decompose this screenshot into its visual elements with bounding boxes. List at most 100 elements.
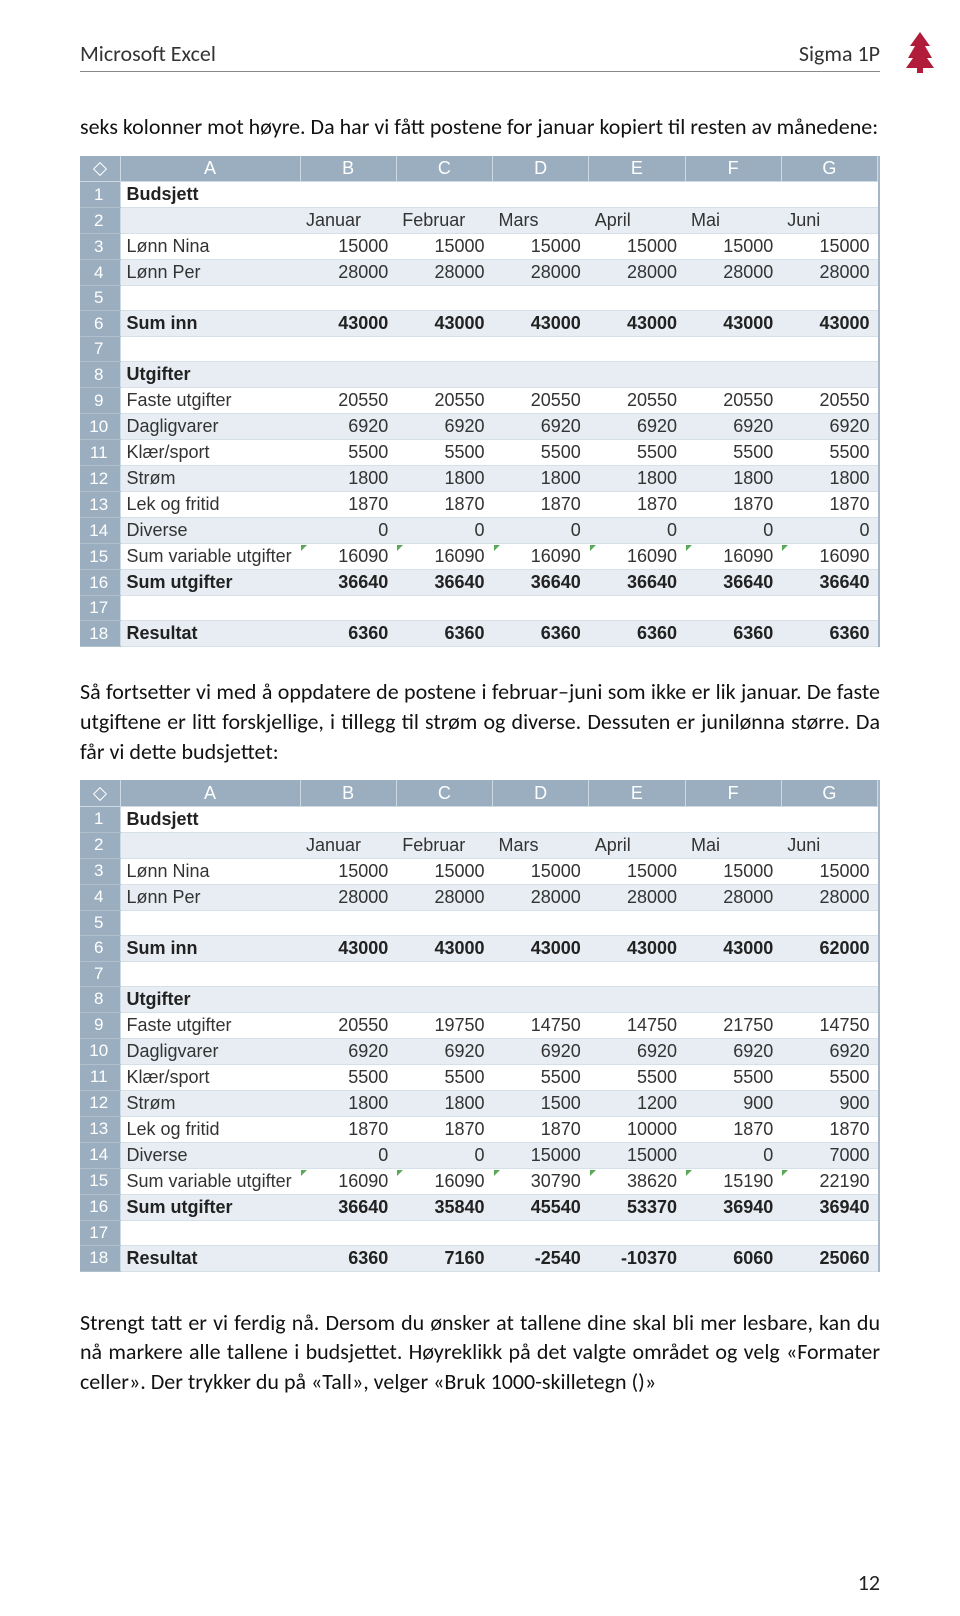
- cell[interactable]: [300, 986, 396, 1012]
- cell[interactable]: 15000: [589, 858, 685, 884]
- cell[interactable]: [685, 1220, 781, 1245]
- col-header-select[interactable]: [80, 780, 120, 806]
- cell[interactable]: 6920: [396, 1038, 492, 1064]
- cell[interactable]: Diverse: [120, 518, 300, 544]
- cell[interactable]: Sum utgifter: [120, 1194, 300, 1220]
- cell[interactable]: 6920: [589, 1038, 685, 1064]
- cell[interactable]: 28000: [685, 884, 781, 910]
- cell[interactable]: 6920: [685, 1038, 781, 1064]
- cell[interactable]: [396, 182, 492, 208]
- cell[interactable]: [685, 337, 781, 362]
- cell[interactable]: 900: [781, 1090, 877, 1116]
- row-header[interactable]: 9: [80, 388, 120, 414]
- cell[interactable]: 1870: [781, 492, 877, 518]
- cell[interactable]: 36640: [300, 570, 396, 596]
- cell[interactable]: [493, 596, 589, 621]
- row-header[interactable]: 3: [80, 234, 120, 260]
- cell[interactable]: 43000: [300, 935, 396, 961]
- cell[interactable]: 16090: [396, 1168, 492, 1194]
- cell[interactable]: [300, 286, 396, 311]
- cell[interactable]: 62000: [781, 935, 877, 961]
- cell[interactable]: [589, 337, 685, 362]
- cell[interactable]: 14750: [781, 1012, 877, 1038]
- row-header[interactable]: 3: [80, 858, 120, 884]
- cell[interactable]: 0: [396, 518, 492, 544]
- cell[interactable]: 43000: [493, 311, 589, 337]
- cell[interactable]: 28000: [589, 884, 685, 910]
- cell[interactable]: 15000: [781, 858, 877, 884]
- cell[interactable]: Dagligvarer: [120, 414, 300, 440]
- cell[interactable]: Februar: [396, 208, 492, 234]
- cell[interactable]: Budsjett: [120, 806, 300, 832]
- cell[interactable]: 28000: [493, 884, 589, 910]
- row-header[interactable]: 6: [80, 935, 120, 961]
- cell[interactable]: [589, 362, 685, 388]
- row-header[interactable]: 8: [80, 362, 120, 388]
- cell[interactable]: 25060: [781, 1245, 877, 1271]
- cell[interactable]: [781, 1220, 877, 1245]
- col-header[interactable]: F: [685, 156, 781, 182]
- cell[interactable]: 1500: [493, 1090, 589, 1116]
- row-header[interactable]: 15: [80, 1168, 120, 1194]
- cell[interactable]: [493, 986, 589, 1012]
- cell[interactable]: 43000: [396, 311, 492, 337]
- row-header[interactable]: 13: [80, 1116, 120, 1142]
- cell[interactable]: 20550: [300, 388, 396, 414]
- cell[interactable]: [685, 596, 781, 621]
- cell[interactable]: -2540: [493, 1245, 589, 1271]
- row-header[interactable]: 1: [80, 806, 120, 832]
- cell[interactable]: [396, 806, 492, 832]
- cell[interactable]: [589, 961, 685, 986]
- cell[interactable]: Juni: [781, 208, 877, 234]
- cell[interactable]: [685, 182, 781, 208]
- cell[interactable]: 6920: [300, 414, 396, 440]
- cell[interactable]: [396, 910, 492, 935]
- cell[interactable]: [300, 961, 396, 986]
- cell[interactable]: 15000: [300, 234, 396, 260]
- cell[interactable]: 20550: [589, 388, 685, 414]
- cell[interactable]: [589, 596, 685, 621]
- col-header-select[interactable]: [80, 156, 120, 182]
- cell[interactable]: 20550: [781, 388, 877, 414]
- row-header[interactable]: 9: [80, 1012, 120, 1038]
- cell[interactable]: [120, 961, 300, 986]
- cell[interactable]: 1800: [589, 466, 685, 492]
- cell[interactable]: Strøm: [120, 1090, 300, 1116]
- cell[interactable]: 36640: [589, 570, 685, 596]
- cell[interactable]: 6920: [396, 414, 492, 440]
- row-header[interactable]: 5: [80, 910, 120, 935]
- cell[interactable]: [300, 337, 396, 362]
- cell[interactable]: 0: [300, 518, 396, 544]
- cell[interactable]: [120, 286, 300, 311]
- cell[interactable]: 1870: [396, 492, 492, 518]
- cell[interactable]: Sum variable utgifter: [120, 1168, 300, 1194]
- col-header[interactable]: C: [396, 780, 492, 806]
- cell[interactable]: 5500: [589, 440, 685, 466]
- cell[interactable]: [493, 182, 589, 208]
- cell[interactable]: 15000: [589, 1142, 685, 1168]
- cell[interactable]: [493, 910, 589, 935]
- cell[interactable]: 6360: [685, 621, 781, 647]
- row-header[interactable]: 1: [80, 182, 120, 208]
- cell[interactable]: [300, 596, 396, 621]
- cell[interactable]: 6920: [589, 414, 685, 440]
- cell[interactable]: [120, 337, 300, 362]
- cell[interactable]: 5500: [300, 1064, 396, 1090]
- cell[interactable]: 20550: [300, 1012, 396, 1038]
- cell[interactable]: 43000: [396, 935, 492, 961]
- row-header[interactable]: 10: [80, 1038, 120, 1064]
- cell[interactable]: 28000: [493, 260, 589, 286]
- cell[interactable]: 36640: [781, 570, 877, 596]
- cell[interactable]: [396, 961, 492, 986]
- cell[interactable]: 1870: [589, 492, 685, 518]
- cell[interactable]: 30790: [493, 1168, 589, 1194]
- cell[interactable]: Resultat: [120, 1245, 300, 1271]
- col-header[interactable]: E: [589, 780, 685, 806]
- row-header[interactable]: 18: [80, 1245, 120, 1271]
- cell[interactable]: 14750: [493, 1012, 589, 1038]
- cell[interactable]: 21750: [685, 1012, 781, 1038]
- cell[interactable]: 43000: [589, 311, 685, 337]
- row-header[interactable]: 5: [80, 286, 120, 311]
- cell[interactable]: 19750: [396, 1012, 492, 1038]
- cell[interactable]: [493, 286, 589, 311]
